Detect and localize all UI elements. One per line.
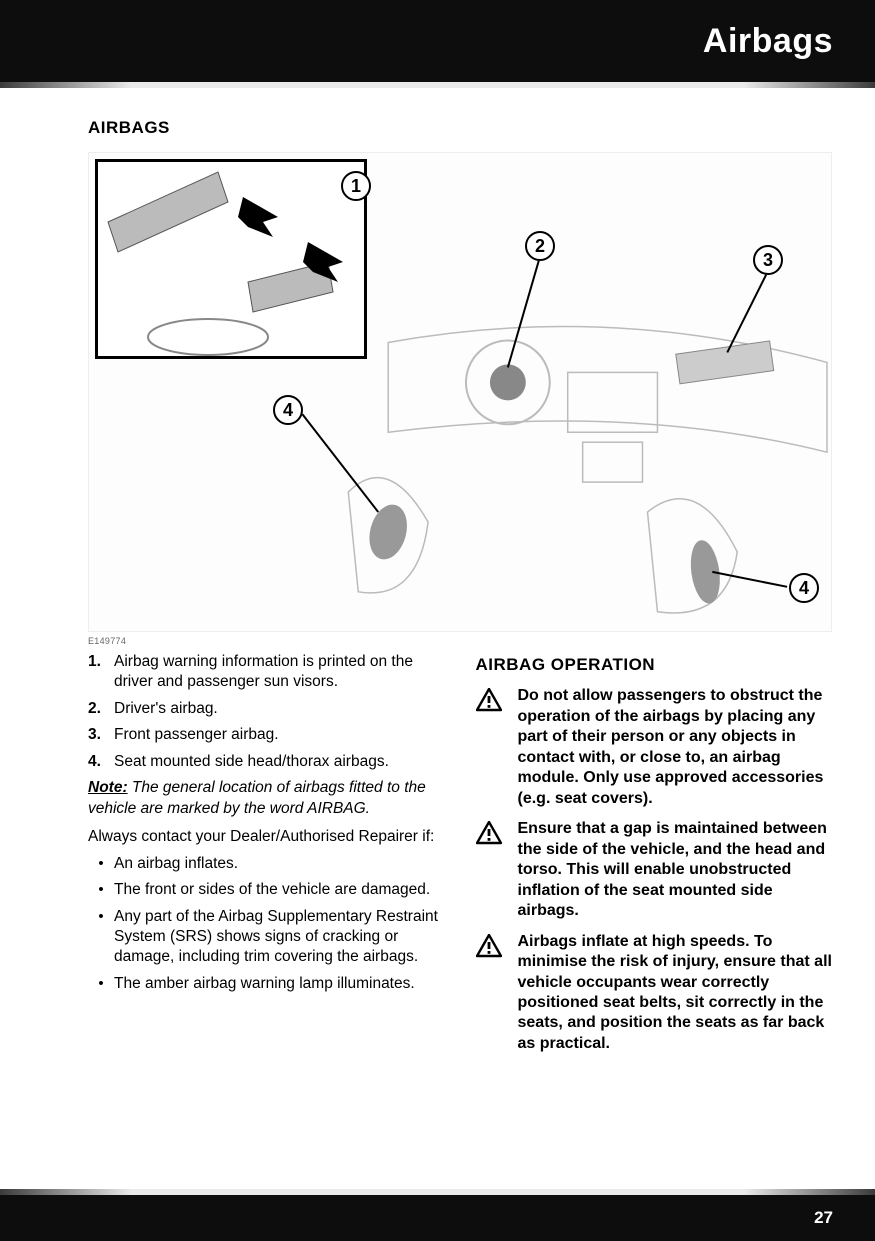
bullet-text: The front or sides of the vehicle are da…: [114, 880, 448, 900]
callout-num: 4: [799, 578, 809, 599]
right-column: AIRBAG OPERATION Do not allow passengers…: [476, 652, 836, 1064]
page-title: Airbags: [703, 22, 833, 61]
warning-item: Ensure that a gap is maintained between …: [476, 819, 836, 921]
contact-paragraph: Always contact your Dealer/Authorised Re…: [88, 827, 448, 847]
left-column: 1.Airbag warning information is printed …: [88, 652, 448, 1064]
list-item: 4.Seat mounted side head/thorax airbags.: [88, 752, 448, 772]
list-text: Driver's airbag.: [114, 699, 448, 719]
callout-num: 1: [351, 176, 361, 197]
section-heading-operation: AIRBAG OPERATION: [476, 654, 836, 676]
list-item: Any part of the Airbag Supplementary Res…: [88, 907, 448, 968]
bullet-text: An airbag inflates.: [114, 854, 448, 874]
warning-text: Airbags inflate at high speeds. To minim…: [518, 932, 836, 1055]
warning-icon: [476, 686, 518, 809]
list-num: 2.: [88, 699, 114, 719]
list-num: 1.: [88, 652, 114, 693]
page-number: 27: [814, 1208, 833, 1228]
list-item: 2.Driver's airbag.: [88, 699, 448, 719]
callout-num: 3: [763, 250, 773, 271]
callout-1: 1: [341, 171, 371, 201]
warning-text: Ensure that a gap is maintained between …: [518, 819, 836, 921]
list-item: An airbag inflates.: [88, 854, 448, 874]
callout-2: 2: [525, 231, 555, 261]
list-item: The front or sides of the vehicle are da…: [88, 880, 448, 900]
callout-num: 4: [283, 400, 293, 421]
warning-icon: [476, 932, 518, 1055]
note-label: Note:: [88, 779, 128, 796]
warning-icon: [476, 819, 518, 921]
bullet-text: The amber airbag warning lamp illuminate…: [114, 974, 448, 994]
list-text: Airbag warning information is printed on…: [114, 652, 448, 693]
bullet-list: An airbag inflates. The front or sides o…: [88, 854, 448, 995]
bullet-text: Any part of the Airbag Supplementary Res…: [114, 907, 448, 968]
list-item: 3.Front passenger airbag.: [88, 725, 448, 745]
list-item: The amber airbag warning lamp illuminate…: [88, 974, 448, 994]
diagram-ref-id: E149774: [88, 636, 835, 646]
content-columns: 1.Airbag warning information is printed …: [88, 652, 835, 1064]
note-paragraph: Note: The general location of airbags fi…: [88, 778, 448, 819]
list-text: Front passenger airbag.: [114, 725, 448, 745]
section-heading-airbags: AIRBAGS: [88, 118, 835, 138]
note-text: The general location of airbags fitted t…: [88, 779, 426, 816]
warning-item: Do not allow passengers to obstruct the …: [476, 686, 836, 809]
inset-svg: [98, 162, 370, 362]
warning-text: Do not allow passengers to obstruct the …: [518, 686, 836, 809]
callout-4a: 4: [273, 395, 303, 425]
callout-3: 3: [753, 245, 783, 275]
airbag-diagram: 1 2 3 4 4: [88, 152, 832, 632]
list-num: 3.: [88, 725, 114, 745]
header-bar: Airbags: [0, 0, 875, 82]
callout-num: 2: [535, 236, 545, 257]
callout-4b: 4: [789, 573, 819, 603]
list-num: 4.: [88, 752, 114, 772]
warning-item: Airbags inflate at high speeds. To minim…: [476, 932, 836, 1055]
footer-bar: 27: [0, 1195, 875, 1241]
diagram-inset: [95, 159, 367, 359]
page-body: AIRBAGS: [0, 88, 875, 1064]
list-item: 1.Airbag warning information is printed …: [88, 652, 448, 693]
list-text: Seat mounted side head/thorax airbags.: [114, 752, 448, 772]
numbered-list: 1.Airbag warning information is printed …: [88, 652, 448, 772]
